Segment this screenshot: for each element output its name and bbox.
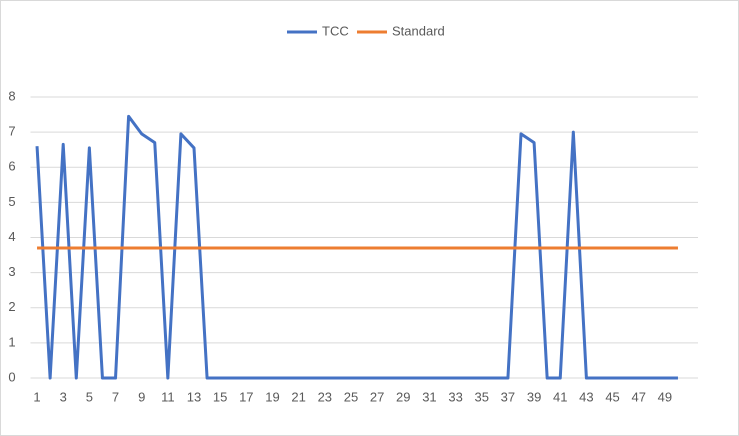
x-tick-label: 9 [138,389,145,404]
x-tick-label: 37 [501,389,515,404]
legend-label: TCC [322,23,349,38]
x-tick-label: 41 [553,389,567,404]
legend-label: Standard [392,23,445,38]
x-tick-label: 25 [344,389,358,404]
y-tick-label: 2 [8,299,15,314]
y-tick-label: 6 [8,159,15,174]
x-tick-label: 23 [318,389,332,404]
x-tick-label: 19 [265,389,279,404]
series-line [35,114,678,380]
x-tick-label: 29 [396,389,410,404]
y-tick-label: 0 [8,369,15,384]
x-tick-label: 27 [370,389,384,404]
x-tick-label: 5 [86,389,93,404]
x-tick-label: 13 [187,389,201,404]
x-tick-label: 11 [161,389,175,404]
x-tick-label: 15 [213,389,227,404]
x-tick-label: 1 [33,389,40,404]
x-tick-label: 33 [448,389,462,404]
x-tick-label: 17 [239,389,253,404]
x-tick-label: 39 [527,389,541,404]
x-tick-label: 35 [475,389,489,404]
x-tick-label: 3 [60,389,67,404]
y-tick-label: 1 [8,334,15,349]
x-tick-label: 47 [631,389,645,404]
x-tick-label: 21 [291,389,305,404]
x-tick-label: 43 [579,389,593,404]
x-tick-label: 49 [658,389,672,404]
y-tick-label: 3 [8,264,15,279]
y-tick-label: 7 [8,124,15,139]
x-tick-label: 7 [112,389,119,404]
x-tick-label: 45 [605,389,619,404]
y-tick-label: 5 [8,194,15,209]
x-tick-label: 31 [422,389,436,404]
y-tick-label: 4 [8,229,15,244]
y-tick-label: 8 [8,88,15,103]
